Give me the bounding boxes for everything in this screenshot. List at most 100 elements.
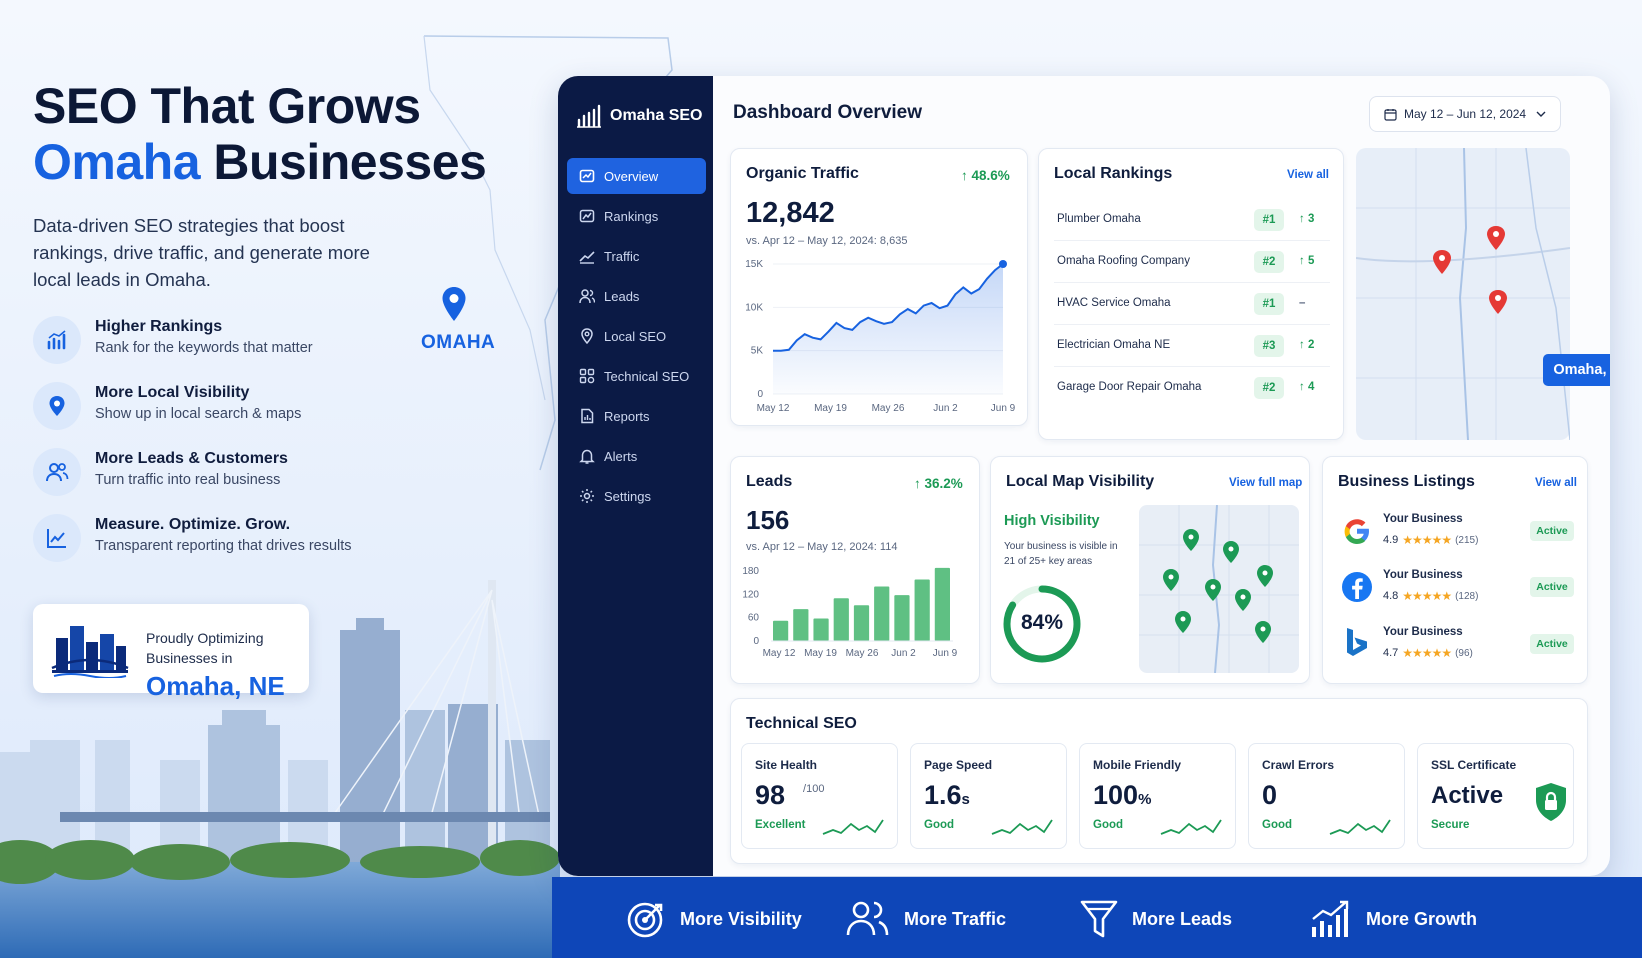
- shield-lock-icon: [1536, 783, 1566, 821]
- funnel-icon: [1080, 900, 1118, 938]
- lead-bar: [874, 586, 890, 641]
- rating-count: (215): [1455, 534, 1479, 546]
- map-pin-icon: [1489, 290, 1507, 314]
- sparkline: [1160, 819, 1222, 835]
- lead-bar: [833, 598, 849, 641]
- x-tick-label: May 12: [763, 648, 796, 659]
- metric-value: 98/100: [755, 780, 824, 811]
- organic-delta: ↑ 48.6%: [961, 168, 1010, 183]
- trend-line-icon: [33, 514, 81, 562]
- leads-icon: [579, 289, 595, 304]
- sidebar-item-local-seo[interactable]: Local SEO: [567, 318, 706, 354]
- ranking-row[interactable]: Omaha Roofing Company #2 ↑ 5: [1054, 241, 1330, 283]
- y-tick-label: 60: [748, 613, 760, 624]
- technical-icon: [579, 368, 595, 384]
- listings-view-all-link[interactable]: View all: [1535, 477, 1577, 489]
- x-tick-label: Jun 2: [933, 403, 958, 414]
- listing-item[interactable]: Your Business 4.7 ★★★★★ (96) Active: [1335, 620, 1574, 670]
- sidebar-item-label: Local SEO: [604, 328, 667, 344]
- feature-measure-optimize: Measure. Optimize. Grow. Transparent rep…: [33, 514, 413, 564]
- metric-quality: Excellent: [755, 819, 806, 831]
- leads-card: Leads ↑ 36.2% 156 vs. Apr 12 – May 12, 2…: [730, 456, 980, 684]
- visibility-map[interactable]: [1139, 505, 1299, 673]
- ranking-keyword: Electrician Omaha NE: [1057, 339, 1171, 351]
- city-skyline-icon: [51, 626, 129, 678]
- rating-value: 4.7: [1383, 647, 1399, 659]
- listing-item[interactable]: Your Business 4.9 ★★★★★ (215) Active: [1335, 507, 1574, 557]
- brand[interactable]: Omaha SEO: [576, 104, 702, 128]
- ranking-row[interactable]: Garage Door Repair Omaha #2 ↑ 4: [1054, 367, 1330, 409]
- chevron-down-icon: [1536, 111, 1546, 117]
- rankings-map[interactable]: [1356, 148, 1570, 440]
- card-title: Organic Traffic: [746, 165, 859, 182]
- brand-name: Omaha SEO: [610, 107, 703, 124]
- bing-icon: [1347, 628, 1367, 656]
- sidebar-item-settings[interactable]: Settings: [567, 478, 706, 514]
- metric-label: Page Speed: [924, 758, 993, 772]
- sidebar-item-reports[interactable]: Reports: [567, 398, 706, 434]
- crawl-errors-card[interactable]: Crawl Errors 0 Good: [1248, 743, 1405, 849]
- ranking-keyword: HVAC Service Omaha: [1057, 297, 1171, 309]
- users-icon: [33, 448, 81, 496]
- y-tick-label: 10K: [745, 302, 763, 313]
- sidebar-item-traffic[interactable]: Traffic: [567, 238, 706, 274]
- sidebar-item-label: Alerts: [604, 448, 638, 464]
- star-rating-icon: ★★★★★: [1402, 533, 1452, 547]
- banner-label: More Traffic: [904, 908, 1007, 929]
- visibility-percent: 84%: [1020, 611, 1064, 634]
- facebook-icon: [1342, 572, 1372, 602]
- site-health-card[interactable]: Site Health 98/100 Excellent: [741, 743, 898, 849]
- banner-item-growth: More Growth: [1310, 897, 1477, 941]
- ranking-keyword: Plumber Omaha: [1057, 213, 1141, 225]
- banner-item-leads: More Leads: [1080, 897, 1232, 941]
- map-pin-icon: [1433, 250, 1451, 274]
- lead-bar: [793, 609, 809, 641]
- sidebar-item-leads[interactable]: Leads: [567, 278, 706, 314]
- ranking-row[interactable]: Electrician Omaha NE #3 ↑ 2: [1054, 325, 1330, 367]
- card-title: Technical SEO: [746, 715, 857, 732]
- y-tick-label: 0: [753, 636, 759, 647]
- sidebar-item-rankings[interactable]: Rankings: [567, 198, 706, 234]
- traffic-line: [773, 263, 1004, 352]
- lead-bar: [914, 579, 930, 641]
- sidebar-item-overview[interactable]: Overview: [567, 158, 706, 194]
- technical-seo-card: Technical SEO Site Health 98/100 Excelle…: [730, 698, 1588, 864]
- card-title: Leads: [746, 473, 793, 490]
- sidebar-item-alerts[interactable]: Alerts: [567, 438, 706, 474]
- omaha-map-pin-icon: [441, 286, 467, 327]
- gear-icon: [580, 489, 594, 503]
- listing-rating: 4.8 ★★★★★ (128): [1383, 589, 1478, 603]
- metric-unit: %: [1138, 791, 1152, 808]
- view-full-map-link[interactable]: View full map: [1229, 477, 1303, 489]
- traffic-icon: [579, 251, 595, 264]
- lead-bar: [934, 567, 950, 641]
- sidebar-item-label: Traffic: [604, 248, 640, 264]
- ranking-row[interactable]: Plumber Omaha #1 ↑ 3: [1054, 199, 1330, 241]
- dashboard-content: Dashboard Overview May 12 – Jun 12, 2024…: [713, 76, 1610, 876]
- metric-label: Mobile Friendly: [1093, 758, 1182, 772]
- metric-number: 98: [755, 780, 786, 810]
- visibility-donut: [1003, 585, 1081, 663]
- target-icon: [627, 902, 663, 938]
- ranking-row[interactable]: HVAC Service Omaha #1 –: [1054, 283, 1330, 325]
- google-icon: [1344, 519, 1369, 544]
- local-map-visibility-card: Local Map Visibility View full map High …: [990, 456, 1310, 684]
- listing-item[interactable]: Your Business 4.8 ★★★★★ (128) Active: [1335, 563, 1574, 613]
- ssl-certificate-card[interactable]: SSL Certificate Active Secure: [1417, 743, 1574, 849]
- location-icon: [581, 328, 593, 344]
- mobile-friendly-card[interactable]: Mobile Friendly 100% Good: [1079, 743, 1236, 849]
- card-title: Local Rankings: [1054, 165, 1173, 182]
- date-range-picker[interactable]: May 12 – Jun 12, 2024: [1369, 96, 1561, 132]
- ranking-keyword: Garage Door Repair Omaha: [1057, 381, 1202, 393]
- page-speed-card[interactable]: Page Speed 1.6s Good: [910, 743, 1067, 849]
- feature-higher-rankings: Higher Rankings Rank for the keywords th…: [33, 316, 413, 366]
- sidebar-item-technical-seo[interactable]: Technical SEO: [567, 358, 706, 394]
- hero-title-line2: Omaha Businesses: [33, 134, 487, 190]
- metric-number: 0: [1262, 780, 1278, 810]
- ranking-position: #2: [1254, 377, 1284, 399]
- metric-unit: /100: [803, 783, 825, 795]
- card-title: Business Listings: [1338, 473, 1475, 490]
- rankings-view-all-link[interactable]: View all: [1287, 169, 1329, 181]
- ranking-change: ↑ 4: [1299, 381, 1315, 393]
- organic-traffic-chart: 0 5K 10K 15K May 12 May 19 May 26 Jun 2 Jun 9: [745, 259, 1015, 414]
